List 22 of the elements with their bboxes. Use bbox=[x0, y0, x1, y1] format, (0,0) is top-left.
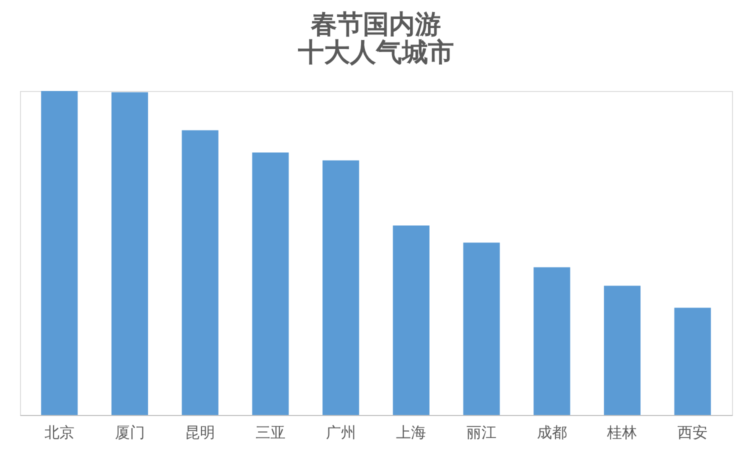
bar bbox=[111, 92, 148, 415]
x-tick-label: 三亚 bbox=[255, 424, 286, 442]
x-tick-label: 桂林 bbox=[606, 424, 638, 442]
bar bbox=[534, 267, 570, 415]
x-tick-label: 广州 bbox=[326, 424, 356, 442]
bar bbox=[322, 160, 360, 415]
x-tick-label: 昆明 bbox=[185, 424, 216, 442]
bar bbox=[674, 308, 711, 415]
x-tick-label: 丽江 bbox=[466, 424, 497, 442]
bar bbox=[41, 91, 78, 415]
bar bbox=[604, 286, 641, 415]
bar bbox=[463, 242, 500, 415]
x-tick-label: 上海 bbox=[396, 424, 426, 442]
bar bbox=[182, 130, 218, 415]
text: 春节国内游 bbox=[311, 10, 441, 40]
x-tick-label: 西安 bbox=[678, 424, 708, 442]
x-tick-label: 成都 bbox=[536, 424, 567, 442]
bar bbox=[252, 152, 289, 415]
bar bbox=[392, 225, 430, 415]
x-tick-label: 厦门 bbox=[114, 424, 145, 442]
text: 十大人气城市 bbox=[298, 38, 454, 68]
x-tick-label: 北京 bbox=[44, 424, 74, 442]
